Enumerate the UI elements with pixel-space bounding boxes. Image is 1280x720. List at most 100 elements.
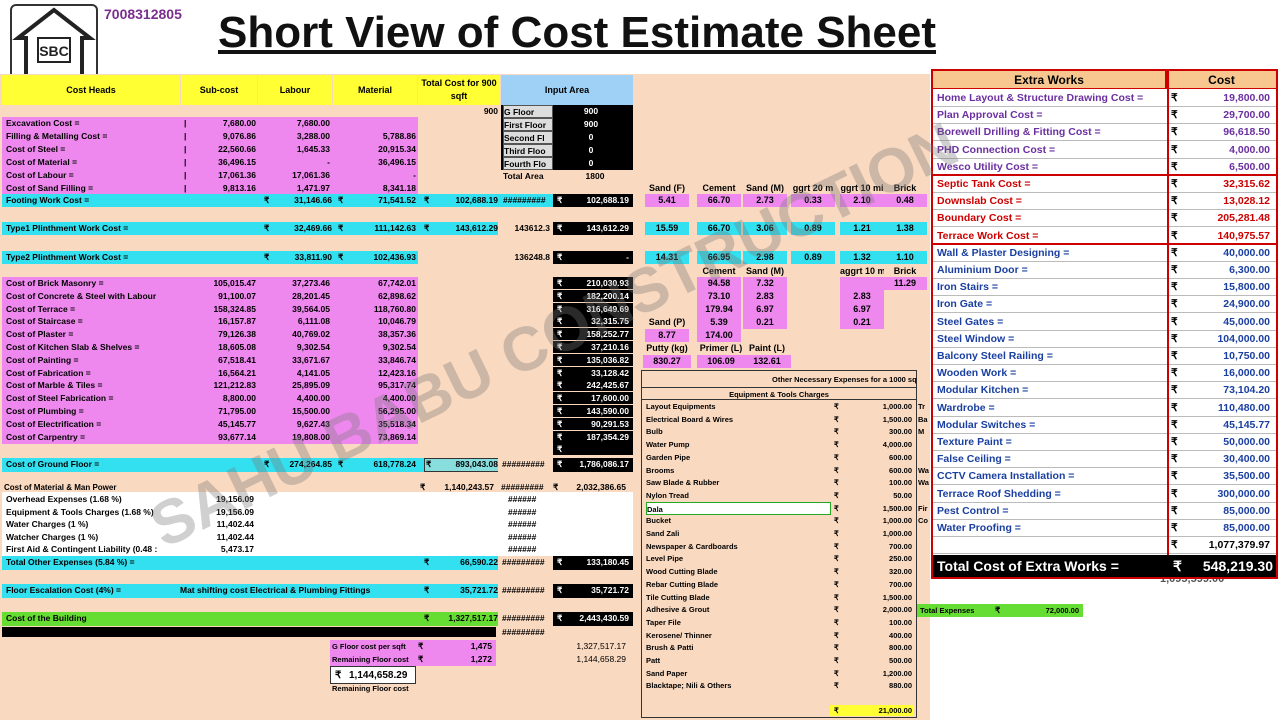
- other-expense-value: 19,156.09: [216, 506, 254, 517]
- rupee-icon: ₹: [553, 482, 559, 492]
- rupee-icon: ₹: [557, 290, 563, 301]
- cost-row-material: 36,496.15: [378, 157, 416, 167]
- cost-row-material: 35,518.34: [378, 418, 416, 429]
- cost-row-b: Cost of Terrace = 158,324.85 39,564.05 118,…: [2, 302, 418, 316]
- extra-work-name: Wooden Work =: [937, 367, 1017, 380]
- equipment-item-name: Wood Cutting Blade: [646, 567, 718, 577]
- rupee-icon: ₹: [557, 278, 563, 288]
- rupee-icon: ₹: [834, 643, 839, 653]
- ground-floor-black-value: 1,786,086.17: [579, 459, 629, 469]
- cost-row-name: Cost of Steel Fabrication =: [6, 393, 114, 404]
- extra-works-cost-head: Cost: [1167, 71, 1276, 89]
- extra-works-divider: [1167, 71, 1169, 555]
- cost-row-sub: 45,145.77: [218, 418, 256, 429]
- cost-row-material: 95,317.74: [378, 380, 416, 391]
- rupee-icon: ₹: [1171, 539, 1178, 551]
- extra-work-name: Terrace Roof Shedding =: [937, 487, 1061, 500]
- cost-row-sub: 36,496.15: [218, 157, 256, 167]
- rupee-icon: ₹: [834, 706, 839, 715]
- type2-mid: 136248.8: [514, 252, 550, 262]
- equipment-item-value: 320.00: [889, 567, 912, 577]
- equipment-item-name: Bulb: [646, 427, 663, 437]
- extra-work-row: PHD Connection Cost = ₹4,000.00: [933, 142, 1276, 159]
- cost-row-material: 10,046.79: [378, 316, 416, 327]
- paint-header: Paint (L): [749, 343, 785, 353]
- other-expense-value: 19,156.09: [216, 494, 254, 504]
- paint-value: 830.27: [643, 355, 691, 368]
- ground-floor-labour: 274,264.85: [289, 459, 332, 469]
- other-expense-name: Water Charges (1 %): [6, 519, 89, 530]
- cost-row-labour: 25,895.09: [292, 380, 330, 391]
- extra-work-value: 73,104.20: [1223, 384, 1270, 397]
- cost-row-sub: 8,800.00: [222, 393, 256, 404]
- equipment-item-value: 1,000.00: [882, 402, 912, 411]
- material-header: ggrt 10 mi: [840, 183, 884, 193]
- rupee-icon: ₹: [335, 670, 342, 681]
- rupee-icon: ₹: [557, 195, 563, 205]
- cost-row-sub: 22,560.66: [218, 144, 256, 154]
- other-expense-value: 11,402.44: [216, 519, 254, 530]
- equipment-side-label: Ba: [918, 414, 928, 424]
- cost-row-material: 38,357.36: [378, 329, 416, 340]
- equipment-item-name: Water Pump: [646, 440, 690, 450]
- extra-work-row: Wooden Work = ₹16,000.00: [933, 365, 1276, 383]
- cost-row-black: ₹158,252.77: [553, 328, 633, 341]
- man-power-name: Cost of Material & Man Power: [4, 483, 117, 492]
- rupee-icon: ₹: [557, 252, 563, 262]
- other-expense-hash: ######: [508, 494, 537, 504]
- extra-work-row: Aluminium Door = ₹6,300.00: [933, 262, 1276, 279]
- concrete-material-value: 73.10: [697, 290, 741, 303]
- rupee-icon: ₹: [1171, 212, 1178, 225]
- equipment-side-label: Wa: [918, 465, 929, 475]
- cost-row-sub: 18,605.08: [218, 342, 256, 352]
- equipment-item-name: Layout Equipments: [646, 402, 716, 411]
- rupee-icon: ₹: [834, 402, 839, 411]
- cost-row-b: Cost of Fabrication = 16,564.21 4,141.05 12…: [2, 366, 418, 380]
- rupee-icon: ₹: [418, 654, 424, 664]
- terrace-material-value: 6.97: [840, 303, 884, 316]
- equipment-item-name: Sand Zali: [646, 529, 680, 538]
- cost-row-black: ₹316,649.69: [553, 302, 633, 315]
- brick-material-value: 94.58: [697, 277, 741, 290]
- rupee-icon: ₹: [424, 195, 430, 205]
- material-value: 1.10: [883, 251, 927, 264]
- cost-row-black: ₹33,128.42: [553, 366, 633, 379]
- cost-row-labour: 6,111.08: [297, 316, 330, 327]
- cost-row-sub: 16,157.87: [218, 316, 256, 327]
- extra-work-value: 6,500.00: [1229, 160, 1270, 173]
- extra-work-value: 16,000.00: [1223, 367, 1270, 380]
- extra-work-name: Borewell Drilling & Fitting Cost =: [937, 126, 1101, 139]
- extra-work-value: 32,315.62: [1223, 178, 1270, 190]
- other-expense-name: Overhead Expenses (1.68 %): [6, 494, 122, 504]
- extra-work-row: Boundary Cost = ₹205,281.48: [933, 210, 1276, 228]
- cost-row-name: Cost of Kitchen Slab & Shelves =: [6, 342, 140, 352]
- cost-row-black: ₹32,315.75: [553, 315, 633, 328]
- escalation-stars: #########: [502, 585, 545, 595]
- cost-row-black-value: 143,590.00: [586, 406, 629, 416]
- cost-row-sub: 17,061.36: [218, 170, 256, 180]
- rupee-icon: ₹: [338, 459, 344, 469]
- other-expense-hash: ######: [508, 531, 537, 542]
- cost-row-labour: 33,671.67: [292, 354, 330, 365]
- rupee-icon: ₹: [834, 554, 839, 564]
- extra-work-row: Steel Window = ₹104,000.00: [933, 331, 1276, 348]
- remaining-floor-box-label: Remaining Floor cost: [332, 684, 409, 693]
- rupee-icon: ₹: [834, 529, 839, 538]
- cost-row-name: Cost of Fabrication =: [6, 367, 91, 378]
- extra-work-value: 140,975.57: [1217, 229, 1270, 242]
- col-labour: Labour: [258, 75, 332, 105]
- type1-black-value: 143,612.29: [586, 223, 629, 233]
- material-value: 0.48: [883, 194, 927, 207]
- cost-row-sub: 121,212.83: [213, 380, 256, 391]
- equipment-item-name: Nylon Tread: [646, 490, 689, 500]
- extra-work-name: Wesco Utility Cost =: [937, 160, 1039, 173]
- building-stars: #########: [502, 613, 545, 623]
- equipment-item-name: Rebar Cutting Blade: [646, 579, 719, 589]
- equipment-item-name: Bucket: [646, 516, 672, 526]
- equipment-item-value: 800.00: [889, 643, 912, 653]
- input-floor-label: G Floor: [503, 105, 553, 118]
- black-bar: [2, 627, 496, 637]
- input-floor-value: 0: [588, 132, 594, 142]
- equipment-item-value: 2,000.00: [882, 605, 912, 615]
- extra-work-row: Wall & Plaster Designing = ₹40,000.00: [933, 245, 1276, 262]
